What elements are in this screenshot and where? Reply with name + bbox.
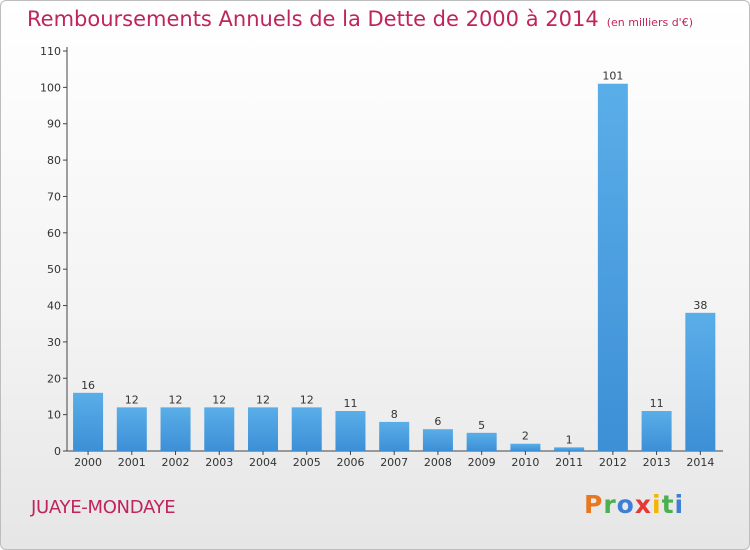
chart-title-text: Remboursements Annuels de la Dette de 20… <box>27 7 599 31</box>
data-label: 16 <box>81 379 95 392</box>
place-name: JUAYE-MONDAYE <box>31 497 176 518</box>
y-tick-label: 80 <box>47 154 61 167</box>
y-tick-label: 100 <box>40 81 61 94</box>
bar <box>422 429 453 451</box>
chart-unit: (en milliers d'€) <box>606 16 693 29</box>
data-label: 12 <box>125 393 139 406</box>
x-tick-label: 2008 <box>424 456 452 469</box>
bar <box>379 421 410 451</box>
bar <box>248 407 278 451</box>
x-tick-label: 2013 <box>643 456 671 469</box>
bar <box>116 407 147 451</box>
bar <box>685 312 716 451</box>
y-tick-label: 110 <box>40 45 61 58</box>
x-tick-label: 2004 <box>249 456 277 469</box>
bar <box>291 407 322 451</box>
x-tick-label: 2006 <box>336 456 364 469</box>
y-tick-label: 70 <box>47 190 61 203</box>
data-label: 12 <box>212 393 226 406</box>
data-label: 5 <box>478 419 485 432</box>
data-label: 12 <box>300 393 314 406</box>
bar <box>597 83 628 452</box>
bar <box>335 411 366 451</box>
data-label: 8 <box>391 408 398 421</box>
x-tick-label: 2000 <box>74 456 102 469</box>
x-tick-label: 2007 <box>380 456 408 469</box>
data-label: 11 <box>343 397 357 410</box>
data-label: 12 <box>256 393 270 406</box>
x-tick-label: 2010 <box>511 456 539 469</box>
y-tick-label: 0 <box>54 445 61 458</box>
data-label: 12 <box>169 393 183 406</box>
y-tick-label: 10 <box>47 409 61 422</box>
x-tick-label: 2011 <box>555 456 583 469</box>
x-tick-label: 2001 <box>118 456 146 469</box>
bar <box>554 447 585 451</box>
data-label: 2 <box>522 430 529 443</box>
y-tick-label: 40 <box>47 300 61 313</box>
data-label: 11 <box>650 397 664 410</box>
x-tick-label: 2012 <box>599 456 627 469</box>
chart-title: Remboursements Annuels de la Dette de 20… <box>27 7 693 31</box>
y-tick-label: 50 <box>47 263 61 276</box>
data-label: 1 <box>566 433 573 446</box>
y-tick-label: 60 <box>47 227 61 240</box>
y-tick-label: 30 <box>47 336 61 349</box>
data-label: 101 <box>602 70 623 83</box>
x-tick-label: 2002 <box>162 456 190 469</box>
proxiti-logo: Proxiti <box>584 490 685 519</box>
bar <box>466 432 497 451</box>
y-tick-label: 90 <box>47 118 61 131</box>
y-tick-label: 20 <box>47 372 61 385</box>
bar <box>204 407 235 451</box>
bar <box>160 407 191 451</box>
data-label: 38 <box>693 299 707 312</box>
x-tick-label: 2005 <box>293 456 321 469</box>
bar <box>641 411 672 451</box>
data-label: 6 <box>434 415 441 428</box>
bar <box>510 443 541 451</box>
x-tick-label: 2014 <box>686 456 714 469</box>
x-tick-label: 2009 <box>468 456 496 469</box>
bar <box>73 392 104 451</box>
x-tick-label: 2003 <box>205 456 233 469</box>
